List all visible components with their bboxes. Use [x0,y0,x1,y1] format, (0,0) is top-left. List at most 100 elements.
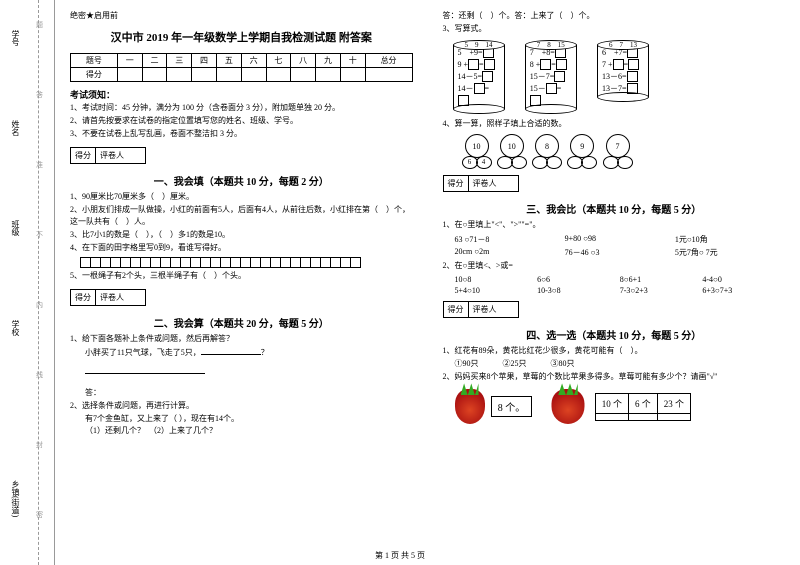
q1-5: 5、一根绳子有2个头，三根半绳子有（ ）个头。 [70,270,413,283]
score-label: 得分 [70,147,96,164]
cmp: 6○6 [537,275,620,284]
hdr-cell: 一 [117,54,142,68]
q4c-1o: ①90只 ②25只 ③80只 [455,358,786,371]
q3c-1: 1、在○里填上"<"、">""="。 [443,219,786,232]
score-box: 得分 评卷人 [443,301,786,318]
secret-label: 绝密★启用前 [70,10,413,21]
big-circle: 9 [570,134,594,158]
right-column: 答：还剩（ ）个。答：上来了（ ）个。 3、写算式。 5 9 14 5 +9= … [428,0,800,565]
hdr-cell: 六 [241,54,266,68]
eq: 15－ [530,84,546,93]
part4-title: 四、选一选（本题共 10 分，每题 5 分） [526,327,701,342]
hdr-cell: 得分 [71,68,118,82]
score-header-table: 题号 一 二 三 四 五 六 七 八 九 十 总分 得分 [70,53,413,82]
part2-title: 二、我会算（本题共 20 分，每题 5 分） [154,315,329,330]
cmp: 5+4○10 [455,286,538,295]
hdr-cell: 题号 [71,54,118,68]
left-column: 绝密★启用前 汉中市 2019 年一年级数学上学期自我检测试题 附答案 题号 一… [55,0,428,565]
seal-mark: 题 [36,20,43,30]
eq: 14－5= [458,72,483,81]
score-label: 得分 [70,289,96,306]
cylinder-2: 7 8 15 7 +8= 8 += 15－7= 15－= [525,40,577,114]
q4-label: 4、算一算，照样子填上合适的数。 [443,118,786,131]
eq: 14－ [458,84,474,93]
eq: 9 + [458,60,469,69]
cmp: 20cm ○2m [455,247,565,258]
cmp: 5元7角○ 7元 [675,247,785,258]
seal-mark: 不 [36,230,43,240]
cyl-top: 6 7 13 [597,40,649,50]
hdr-cell: 九 [316,54,341,68]
q2-2b: （1）还剩几个？ （2）上来了几个？ [85,425,413,438]
seal-mark: 封 [36,440,43,450]
seal-mark: 线 [36,370,43,380]
q1-1: 1、90厘米比70厘米多（ ）厘米。 [70,191,413,204]
cylinder-3: 6 7 13 6 +7= 7 += 13－6= 13－7= [597,40,649,102]
binding-label: 学号 [10,30,21,46]
big-circle: 7 [606,134,630,158]
seal-mark: 内 [36,300,43,310]
score-box: 得分 评卷人 [70,147,413,164]
grader-label: 评卷人 [96,147,146,164]
cyl-top: 5 9 14 [453,40,505,50]
opt: 23 个 [657,393,690,413]
notice-item: 3、不要在试卷上乱写乱画，卷面不整洁扣 3 分。 [70,128,413,141]
cmp: 4-4○0 [702,275,785,284]
q3c-2: 2、在○里填<、>或= [443,260,786,273]
score-label: 得分 [443,175,469,192]
hdr-cell: 三 [167,54,192,68]
eq: 13－6= [602,72,627,81]
seal-mark: 答 [36,90,43,100]
eq: 7 + [602,60,613,69]
q4c-2: 2、妈妈买来8个苹果，草莓的个数比苹果多得多。草莓可能有多少个？请画"√" [443,371,786,384]
hdr-cell: 十 [340,54,365,68]
writing-grid [80,257,413,268]
hdr-cell: 总分 [365,54,412,68]
q1-3: 3、比7小1的数是（ ），（ ）多1的数是10。 [70,229,413,242]
hdr-cell: 五 [216,54,241,68]
hdr-cell: 八 [291,54,316,68]
notice-item: 1、考试时间：45 分钟，满分为 100 分（含卷面分 3 分），附加题单独 2… [70,102,413,115]
seal-mark: 密 [36,510,43,520]
blank-line [85,364,205,374]
q3-label: 3、写算式。 [443,23,786,36]
cmp: 6+3○7+3 [702,286,785,295]
answer-label: 答： [85,387,413,400]
binding-label: 班级 [10,220,21,236]
grader-label: 评卷人 [96,289,146,306]
cmp: 9+80 ○98 [565,234,675,245]
score-box: 得分 评卷人 [70,289,413,306]
col2-top: 答：还剩（ ）个。答：上来了（ ）个。 [443,10,786,23]
q2-1a: 小胖买了11只气球，飞走了5只， [85,348,201,357]
q2-1: 1、给下面各题补上条件或问题，然后再解答？ [70,333,413,346]
hdr-cell: 二 [142,54,167,68]
number-bond: 7 [604,134,632,169]
binding-label: 乡镇(街道) [10,480,21,517]
count-box: 8 个。 [491,396,533,417]
binding-margin: 学号 姓名 班级 学校 乡镇(街道) 题 答 准 不 内 线 封 密 [0,0,55,565]
q2-2: 2、选择条件或问题，再进行计算。 [70,400,413,413]
q4c-1: 1、红花有89朵，黄花比红花少很多，黄花可能有（ ）。 [443,345,786,358]
binding-label: 学校 [10,320,21,336]
cmp: 76－46 ○3 [565,247,675,258]
number-bond: 10 64 [463,134,491,169]
score-label: 得分 [443,301,469,318]
cmp: 63 ○71－8 [455,234,565,245]
score-box: 得分 评卷人 [443,175,786,192]
part1-title: 一、我会填（本题共 10 分，每题 2 分） [154,173,329,188]
page-footer: 第 1 页 共 5 页 [0,550,800,561]
q1-2: 2、小朋友们排成一队做操，小红的前面有5人，后面有4人，从前往后数，小红排在第（… [70,204,413,230]
hdr-cell: 七 [266,54,291,68]
grader-label: 评卷人 [469,301,519,318]
exam-title: 汉中市 2019 年一年级数学上学期自我检测试题 附答案 [70,29,413,45]
notice-item: 2、请首先按要求在试卷的指定位置填写您的姓名、班级、学号。 [70,115,413,128]
cmp: 10○8 [455,275,538,284]
seal-mark: 准 [36,160,43,170]
binding-label: 姓名 [10,120,21,136]
big-circle: 10 [500,134,524,158]
cmp: 8○6+1 [620,275,703,284]
blank-line [201,345,261,355]
part3-title: 三、我会比（本题共 10 分，每题 5 分） [526,201,701,216]
number-bond: 9 [568,134,596,169]
cylinder-1: 5 9 14 5 +9= 9 += 14－5= 14－= [453,40,505,114]
